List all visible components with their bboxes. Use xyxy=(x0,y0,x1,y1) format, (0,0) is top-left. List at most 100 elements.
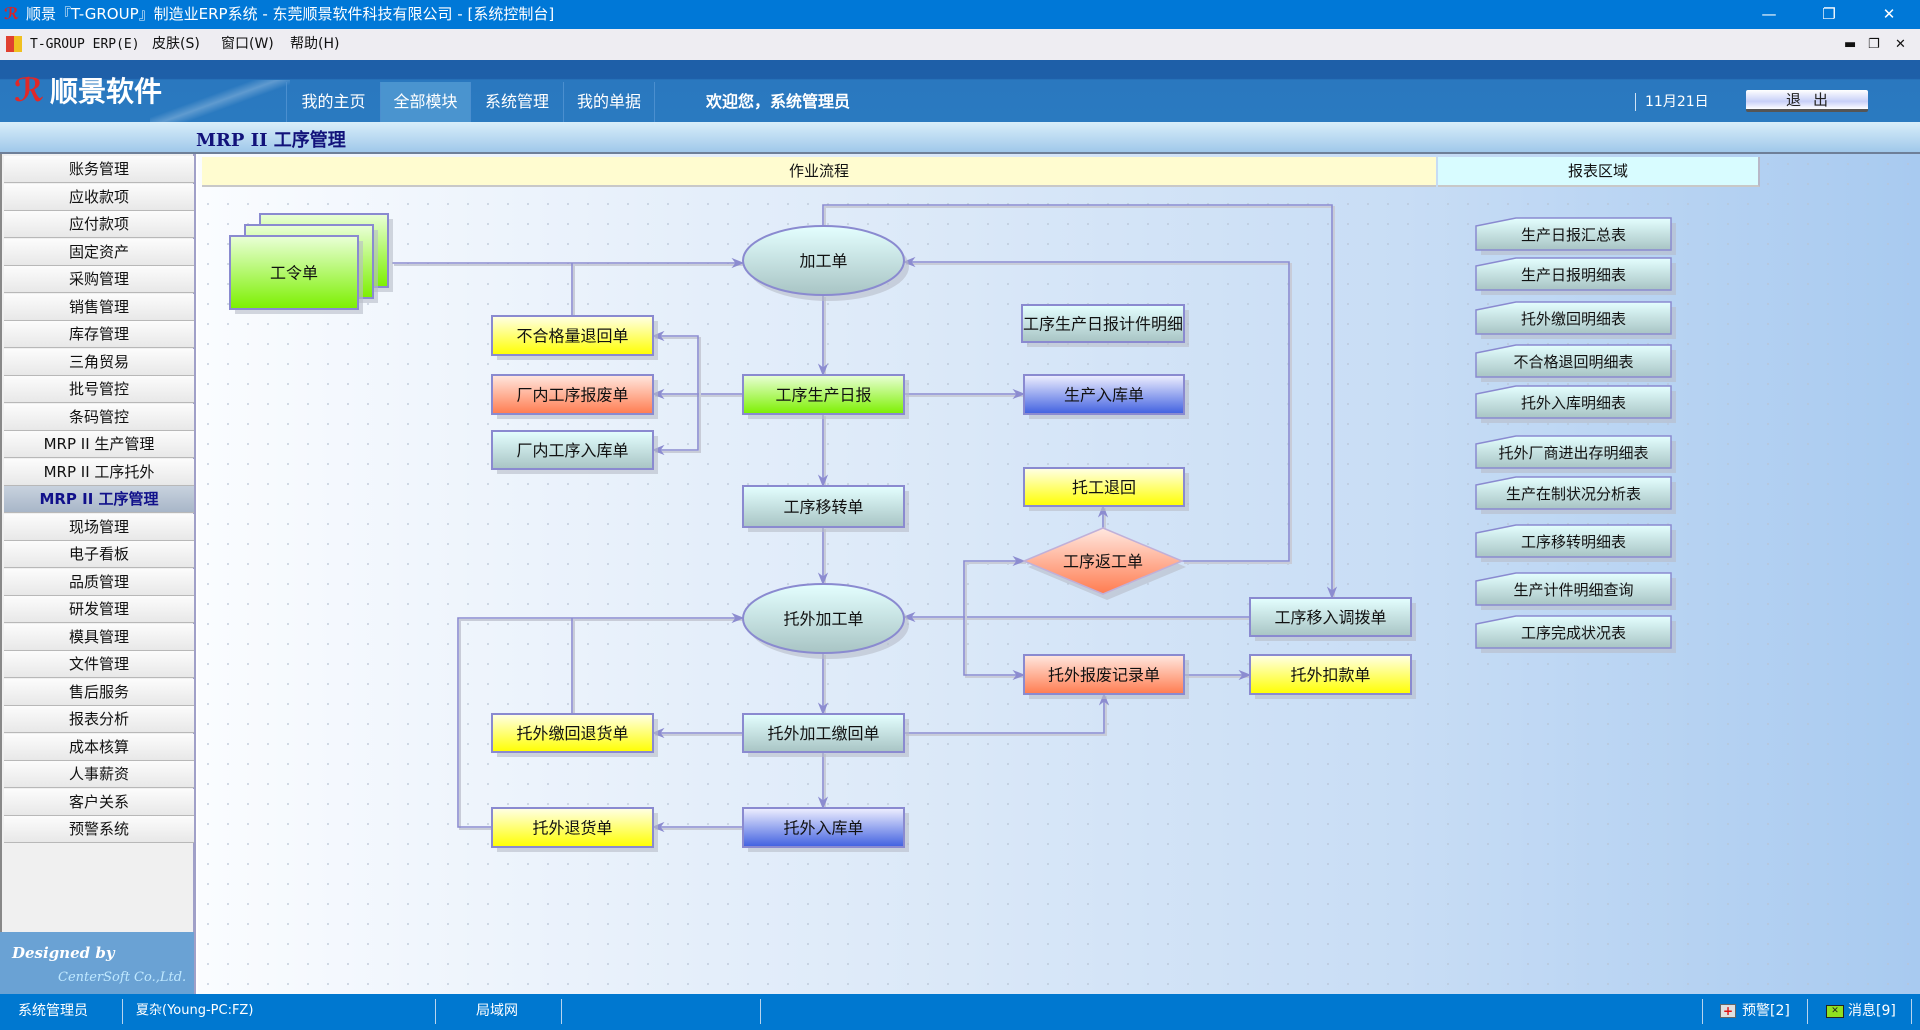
report-button[interactable]: 托外入库明细表 xyxy=(1475,385,1676,423)
flow-node-process-order[interactable]: 加工单 xyxy=(742,225,909,301)
report-button[interactable]: 工序完成状况表 xyxy=(1475,615,1676,653)
tab-system-admin[interactable]: 系统管理 xyxy=(470,82,563,122)
flow-node-outsource-deduction[interactable]: 托外扣款单 xyxy=(1249,654,1416,699)
sidebar-item[interactable]: 采购管理 xyxy=(4,266,194,293)
report-button[interactable]: 工序移转明细表 xyxy=(1475,524,1676,562)
flow-node-outsource-return-goods-back[interactable]: 托外缴回退货单 xyxy=(491,713,658,757)
sidebar: 账务管理 应收款项 应付款项 固定资产 采购管理 销售管理 库存管理 三角贸易 批号管控 条码管控… xyxy=(0,154,196,994)
menu-skin[interactable]: 皮肤(S) xyxy=(152,36,200,52)
status-host: 夏杂(Young-PC:FZ) xyxy=(136,1003,254,1018)
sidebar-item[interactable]: 固定资产 xyxy=(4,238,194,266)
mdi-close-button[interactable]: ✕ xyxy=(1895,37,1906,52)
report-button[interactable]: 生产日报汇总表 xyxy=(1475,217,1676,255)
tab-home[interactable]: 我的主页 xyxy=(286,82,380,122)
report-label: 生产日报汇总表 xyxy=(1521,226,1626,244)
report-button[interactable]: 托外厂商进出存明细表 xyxy=(1475,435,1676,473)
minimize-button[interactable]: — xyxy=(1761,5,1777,23)
header-swoosh xyxy=(150,80,290,122)
sidebar-item[interactable]: MRP II 工序托外 xyxy=(4,458,194,486)
menu-window[interactable]: 窗口(W) xyxy=(221,36,274,52)
flow-node-daily-report[interactable]: 工序生产日报 xyxy=(742,374,909,419)
sidebar-item[interactable]: 报表分析 xyxy=(4,706,194,733)
sidebar-item[interactable]: 人事薪资 xyxy=(4,761,194,788)
report-section-header: 报表区域 xyxy=(1438,157,1760,187)
flow-node-work-order[interactable]: 工令单 xyxy=(229,213,393,314)
mdi-minimize-button[interactable]: ▬ xyxy=(1844,37,1857,52)
sidebar-item[interactable]: 文件管理 xyxy=(4,651,194,678)
flow-section-header: 作业流程 xyxy=(202,157,1436,187)
restore-button[interactable]: ❐ xyxy=(1822,5,1836,23)
sidebar-item[interactable]: 应付款项 xyxy=(4,211,194,238)
flow-node-outsource-receipt[interactable]: 托外加工缴回单 xyxy=(742,713,909,757)
sidebar-item[interactable]: MRP II 生产管理 xyxy=(4,431,194,458)
tab-my-documents[interactable]: 我的单据 xyxy=(563,82,655,122)
report-button[interactable]: 生产日报明细表 xyxy=(1475,257,1676,295)
report-button[interactable]: 生产计件明细查询 xyxy=(1475,572,1676,610)
first-aid-kit-icon: + xyxy=(1720,1004,1736,1018)
flow-node-label: 托工退回 xyxy=(1072,478,1136,497)
brand-logo: ℛ 顺景软件 xyxy=(14,70,162,110)
breadcrumb-bar: MRP II 工序管理 xyxy=(0,122,1920,154)
flow-node-outsource-return-back[interactable]: 托工退回 xyxy=(1023,467,1189,511)
flow-node-transfer-order[interactable]: 工序移转单 xyxy=(742,485,909,532)
sidebar-item[interactable]: 研发管理 xyxy=(4,596,194,623)
sidebar-item[interactable]: 应收款项 xyxy=(4,183,194,211)
flow-node-label: 工令单 xyxy=(270,264,318,283)
flow-node-outsource-return-goods[interactable]: 托外退货单 xyxy=(491,807,658,852)
alerts-button[interactable]: 预警[2] xyxy=(1742,1003,1790,1019)
sidebar-item[interactable]: 现场管理 xyxy=(4,513,194,541)
brand-name: 顺景软件 xyxy=(50,75,163,108)
flow-node-label: 工序返工单 xyxy=(1063,552,1143,571)
flow-node-transfer-in-order[interactable]: 工序移入调拨单 xyxy=(1249,597,1416,641)
messages-button[interactable]: 消息[9] xyxy=(1848,1003,1896,1019)
flow-node-outsource-order[interactable]: 托外加工单 xyxy=(742,583,909,659)
tab-all-modules[interactable]: 全部模块 xyxy=(380,82,470,122)
sidebar-item[interactable]: 预警系统 xyxy=(4,816,194,843)
date-text: 11月21日 xyxy=(1645,94,1709,110)
sidebar-item[interactable]: 三角贸易 xyxy=(4,348,194,376)
flow-node-reject-return[interactable]: 不合格量退回单 xyxy=(491,315,658,360)
mdi-restore-button[interactable]: ❐ xyxy=(1868,37,1880,52)
sidebar-item[interactable]: MRP II 工序管理 xyxy=(4,486,194,513)
status-divider xyxy=(1702,999,1703,1024)
flow-node-daily-piece-detail[interactable]: 工序生产日报计件明细 xyxy=(1021,304,1189,347)
flow-node-label: 不合格量退回单 xyxy=(516,327,628,346)
flow-node-outsource-scrap[interactable]: 托外报废记录单 xyxy=(1023,654,1189,699)
report-button[interactable]: 生产在制状况分析表 xyxy=(1475,476,1676,514)
app-logo-icon: ℛ xyxy=(4,4,20,23)
sidebar-item[interactable]: 销售管理 xyxy=(4,293,194,321)
flow-node-label: 工序移转单 xyxy=(783,498,863,517)
sidebar-item[interactable]: 账务管理 xyxy=(4,156,194,183)
sidebar-item[interactable]: 电子看板 xyxy=(4,541,194,568)
sidebar-item[interactable]: 品质管理 xyxy=(4,568,194,596)
status-divider xyxy=(760,999,761,1024)
report-label: 生产计件明细查询 xyxy=(1513,581,1633,599)
report-button[interactable]: 不合格退回明细表 xyxy=(1475,344,1676,382)
title-bar: ℛ 顺景『T-GROUP』制造业ERP系统 - 东莞顺景软件科技有限公司 - [… xyxy=(0,0,1920,29)
sidebar-item[interactable]: 模具管理 xyxy=(4,623,194,651)
sidebar-item[interactable]: 售后服务 xyxy=(4,678,194,706)
status-divider xyxy=(435,999,436,1024)
flow-node-outsource-stockin[interactable]: 托外入库单 xyxy=(742,807,909,852)
close-button[interactable]: ✕ xyxy=(1882,5,1896,23)
erp-menu-icon xyxy=(6,36,22,52)
status-divider xyxy=(122,999,123,1024)
sidebar-item[interactable]: 批号管控 xyxy=(4,376,194,403)
menu-erp[interactable]: T-GROUP ERP(E) xyxy=(30,37,140,52)
status-divider xyxy=(561,999,562,1024)
flow-node-production-stockin[interactable]: 生产入库单 xyxy=(1023,374,1189,419)
connector-arrow xyxy=(963,555,1026,617)
date-divider xyxy=(1635,93,1636,111)
flow-node-rework-order[interactable]: 工序返工单 xyxy=(1022,527,1186,600)
sidebar-item[interactable]: 客户关系 xyxy=(4,788,194,816)
flow-node-internal-scrap[interactable]: 厂内工序报废单 xyxy=(491,374,658,419)
flow-node-internal-stockin[interactable]: 厂内工序入库单 xyxy=(491,430,658,474)
sidebar-item[interactable]: 条码管控 xyxy=(4,403,194,431)
logout-button[interactable]: 退出 xyxy=(1746,90,1868,112)
sidebar-item[interactable]: 库存管理 xyxy=(4,321,194,348)
connector-arrow xyxy=(904,692,1110,734)
report-button[interactable]: 托外缴回明细表 xyxy=(1475,301,1676,339)
menu-help[interactable]: 帮助(H) xyxy=(290,36,340,52)
designed-by-panel: Designed by CenterSoft Co.,Ltd. xyxy=(0,932,194,994)
sidebar-item[interactable]: 成本核算 xyxy=(4,733,194,761)
